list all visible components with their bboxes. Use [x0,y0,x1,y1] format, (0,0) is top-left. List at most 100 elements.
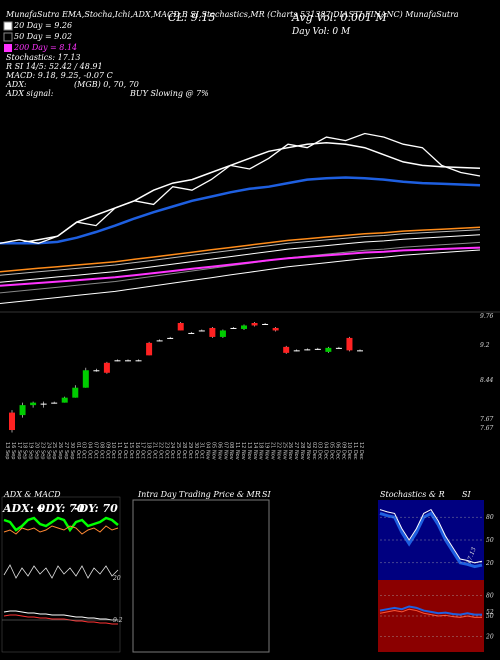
date-tick-label: 23 Sep [39,442,45,459]
date-tick-label: 29 Oct [187,442,193,459]
date-tick-label: 14 Oct [122,442,128,459]
date-tick-label: 03 Oct [81,442,87,459]
date-tick-label: 25 Sep [51,442,57,459]
rsi-signal-line [379,608,482,618]
date-tick-label: 25 Nov [281,442,287,460]
candle-body [125,360,131,362]
date-tick-label: 12 Nov [240,442,246,460]
date-tick-label: 11 Nov [234,442,240,460]
date-tick-label: 31 Oct [199,442,205,459]
adx-wave [3,564,119,579]
candle-body [251,322,258,326]
date-tick-label: 18 Nov [258,442,264,460]
date-tick-label: 09 Oct [104,442,110,459]
header-top-line: MunafaSutra EMA,Stocha,Ichi,ADX,MACD,B S… [6,10,459,19]
stochastics-label: Stochastics: 17.13 [6,53,81,62]
day-volume: Day Vol: 0 M [292,27,351,37]
adx-axis-label: 20 [112,575,121,582]
date-axis: 13 Sep 16 Sep 17 Sep 18 Sep 19 Sep 20 Sep 23 S… [4,442,364,460]
adx-header-a: ADX: 0 [3,502,46,515]
stoch-slow-line [379,511,483,569]
adx-minus-line [3,525,119,535]
panel1-title: ADX & MACD [4,490,61,499]
candle-body [9,412,15,431]
stoch-axis-label: 80 [486,514,494,521]
candle-body [167,337,174,339]
date-tick-label: 16 Sep [10,442,16,459]
rsi-axis-label: 52 [486,609,494,616]
date-tick-label: 25 Oct [175,442,181,459]
date-tick-label: 15 Oct [128,442,134,459]
macd-label: MACD: 9.18, 9.25, -0.07 C [6,71,113,80]
price-line [0,132,481,244]
panel2-title: Intra Day Trading Price & MR [138,490,261,499]
adx-values: (MGB) 0, 70, 70 [74,80,139,89]
ema-band-line [0,234,481,283]
date-tick-label: 08 Oct [98,442,104,459]
date-tick-label: 11 Oct [116,442,122,459]
date-tick-label: 04 Dec [323,442,329,460]
date-tick-label: 10 Dec [346,442,352,460]
date-tick-label: 22 Nov [275,442,281,460]
candle-body [19,405,26,416]
date-tick-label: 19 Sep [28,442,34,459]
candle-body [177,322,184,331]
candle-body [272,327,279,331]
date-tick-label: 11 Dec [352,442,358,460]
ema20-swatch [3,21,13,31]
candle-body [304,349,311,351]
date-tick-label: 28 Oct [181,442,187,459]
candle-body [283,346,290,353]
candle-body [188,332,195,334]
candle-body [61,397,68,403]
candle-body [209,327,216,337]
rsi-axis-label: 20 [485,633,494,640]
date-tick-label: 26 Nov [287,442,293,460]
candle-body [314,348,321,350]
date-tick-label: 30 Sep [69,442,75,459]
adx-header-c: -DY: 70 [74,502,118,515]
candle-body [146,342,153,356]
price-axis-label: 8.44 [480,377,494,384]
adx-signal: ADX signal: [6,89,54,98]
price-axis-label: 7.67 [480,416,494,423]
date-tick-label: 18 Sep [22,442,28,459]
candle-body [114,360,121,362]
rsi-line [379,605,482,616]
adx-line: ADX: [6,80,27,89]
date-tick-label: 21 Nov [270,442,276,460]
ema-chart [0,132,481,304]
macd-line [3,610,118,621]
date-tick-label: 03 Dec [317,442,323,460]
date-tick-label: 26 Sep [57,442,63,459]
candle-body [103,362,110,373]
date-tick-label: 13 Nov [246,442,252,460]
candle-body [293,350,300,352]
date-tick-label: 01 Oct [75,442,81,459]
panel3-si: SI [462,490,471,499]
rsi-axis-label: 80 [486,593,494,600]
date-tick-label: 22 Oct [157,442,163,459]
date-tick-label: 21 Oct [152,442,158,459]
stoch-fast-line [379,508,483,564]
date-tick-label: 29 Nov [305,442,311,460]
candle-body [346,337,353,351]
ema-series-line [0,142,481,245]
rsi-label: R SI 14/5: 52.42 / 48.91 [6,62,103,71]
candle-body [40,403,47,405]
date-tick-label: 02 Dec [311,442,317,460]
panel-intraday [132,499,270,653]
adx-header-b: +DY: 70 [36,502,85,515]
date-tick-label: 04 Nov [205,442,211,460]
candle-body [93,370,100,372]
candle-body [335,347,342,349]
date-tick-label: 10 Oct [110,442,116,459]
date-tick-label: 08 Nov [228,442,234,460]
ema20-label: 20 Day = 9.26 [14,21,73,30]
panel-adx-macd: 209.2 [1,496,123,653]
date-tick-label: 24 Sep [45,442,51,459]
ema-band-line [0,229,481,276]
macd-signal-line [3,614,118,625]
